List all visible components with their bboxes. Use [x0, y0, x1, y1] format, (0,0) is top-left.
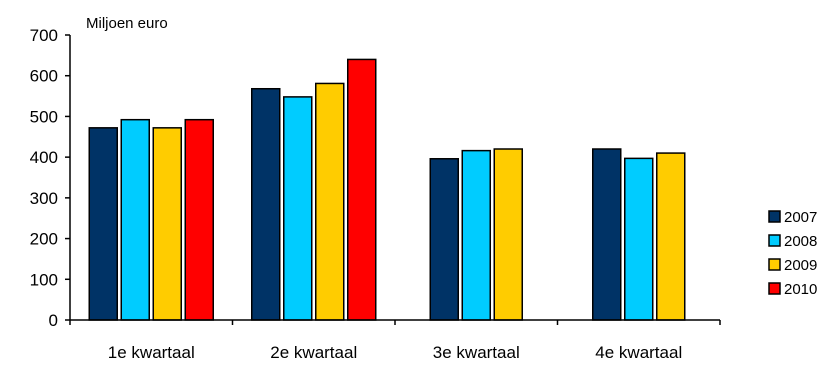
bar-2008-1 [120, 118, 150, 321]
y-tick-label: 500 [30, 107, 58, 126]
y-tick-label: 700 [30, 26, 58, 45]
bar-2007-1 [88, 127, 118, 321]
y-ticks-group: 0 100 200 300 400 500 600 700 [30, 26, 70, 330]
legend: 2007 2008 2009 2010 [768, 209, 817, 298]
y-tick-label: 300 [30, 189, 58, 208]
x-ticks-group: 1e kwartaal 2e kwartaal 3e kwartaal 4e kwar… [69, 320, 721, 362]
legend-swatch-2010 [768, 282, 781, 295]
legend-swatch-2007 [768, 210, 781, 223]
bar-2008-2 [283, 96, 313, 321]
x-category-label: 3e kwartaal [433, 343, 520, 362]
bar-2007-2 [251, 87, 281, 321]
y-tick-label: 100 [30, 270, 58, 289]
bar-2009-2 [315, 82, 345, 321]
bar-2007-4 [592, 148, 622, 321]
y-tick-label: 200 [30, 230, 58, 249]
y-tick-label: 400 [30, 148, 58, 167]
legend-label-2009: 2009 [784, 257, 817, 274]
bar-2009-4 [656, 152, 686, 321]
bars-group [88, 58, 686, 321]
bar-2009-1 [152, 127, 182, 321]
y-tick-label: 600 [30, 67, 58, 86]
bar-2008-3 [461, 149, 491, 321]
y-tick-label: 0 [49, 311, 58, 330]
legend-label-2010: 2010 [784, 281, 817, 298]
legend-label-2007: 2007 [784, 209, 817, 226]
bar-2009-3 [493, 148, 523, 321]
y-unit-label: Miljoen euro [86, 15, 168, 32]
bar-2008-4 [624, 157, 654, 321]
legend-swatch-2008 [768, 234, 781, 247]
bar-2007-3 [429, 158, 459, 321]
x-category-label: 2e kwartaal [270, 343, 357, 362]
legend-label-2008: 2008 [784, 233, 817, 250]
x-category-label: 1e kwartaal [108, 343, 195, 362]
bar-2010-1 [184, 118, 214, 321]
legend-swatch-2009 [768, 258, 781, 271]
x-category-label: 4e kwartaal [595, 343, 682, 362]
bar-2010-2 [347, 58, 377, 321]
